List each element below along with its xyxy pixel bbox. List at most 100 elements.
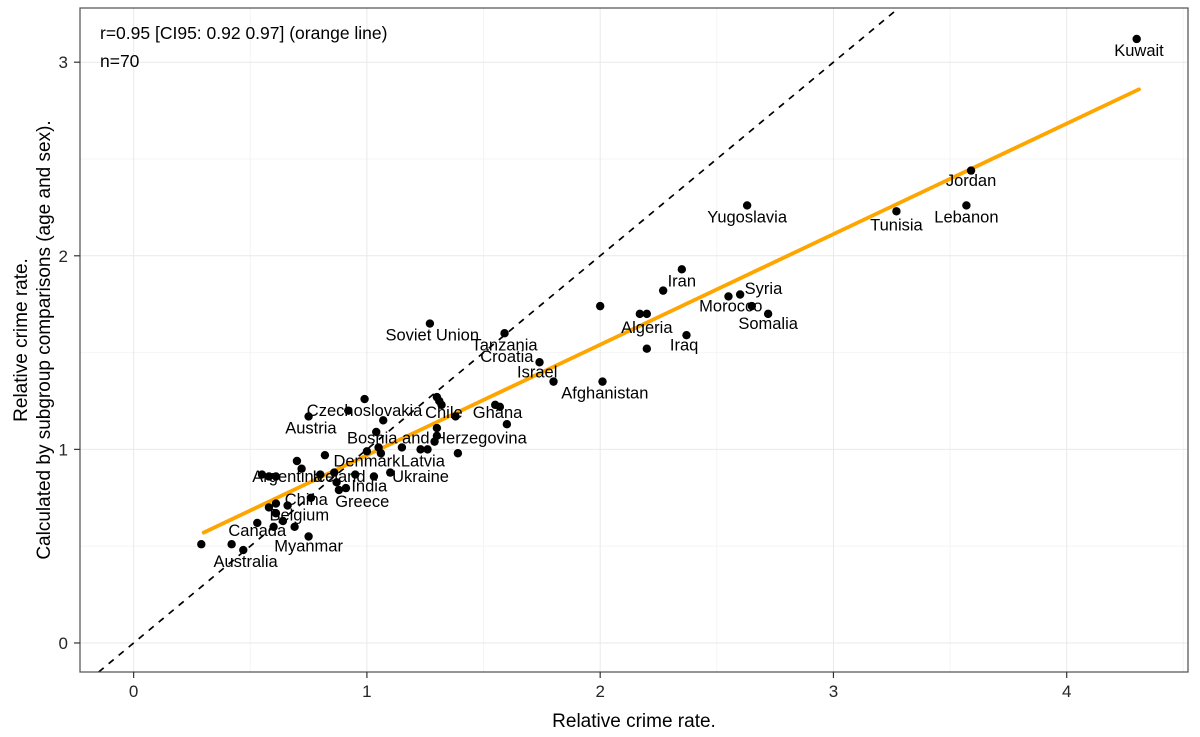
- x-tick-label: 4: [1062, 682, 1071, 701]
- data-point: [425, 319, 435, 328]
- data-point: [966, 166, 976, 175]
- country-label: Australia: [214, 553, 279, 571]
- y-tick-label: 0: [59, 634, 68, 653]
- country-label: Czechoslovakia: [307, 402, 423, 420]
- panel-background: [80, 8, 1188, 672]
- country-label: Kuwait: [1114, 42, 1164, 60]
- country-label: Chile: [425, 404, 463, 422]
- country-label: Latvia: [401, 452, 446, 470]
- y-axis-title-line1: Relative crime rate.: [11, 258, 32, 422]
- data-point: [253, 518, 262, 528]
- data-point: [535, 358, 544, 367]
- data-point: [892, 207, 901, 216]
- country-label: Iran: [668, 272, 696, 290]
- x-tick-label: 3: [829, 682, 838, 701]
- annotation-correlation: r=0.95 [CI95: 0.92 0.97] (orange line): [100, 23, 387, 43]
- data-point: [271, 509, 281, 518]
- y-axis-title-line2: Calculated by subgroup comparisons (age …: [34, 120, 55, 559]
- data-point: [306, 493, 316, 502]
- data-point: [304, 532, 313, 541]
- country-label: Afghanistan: [561, 385, 648, 403]
- data-point: [297, 464, 306, 473]
- data-point: [283, 501, 292, 510]
- data-point: [642, 309, 652, 319]
- data-point: [332, 478, 341, 487]
- regression-line: [201, 87, 1141, 535]
- x-tick-label: 0: [129, 682, 138, 701]
- country-label: Soviet Union: [385, 327, 479, 345]
- data-point: [269, 522, 278, 532]
- y-tick-label: 2: [59, 247, 68, 266]
- data-point: [379, 416, 388, 425]
- data-point: [430, 437, 439, 446]
- data-point: [344, 406, 353, 415]
- country-label: Iceland: [312, 468, 365, 486]
- country-label: Israel: [517, 363, 557, 381]
- data-point: [330, 468, 339, 477]
- country-label: Myanmar: [274, 538, 343, 556]
- data-point: [682, 330, 691, 340]
- data-point: [502, 420, 512, 429]
- data-point: [724, 292, 733, 301]
- country-label: Bosnia and Herzegovina: [347, 429, 528, 447]
- data-point: [197, 540, 206, 549]
- data-point: [595, 301, 605, 311]
- data-point: [257, 470, 267, 479]
- data-point: [386, 468, 395, 477]
- country-label: Argentina: [252, 468, 323, 486]
- country-label: Lebanon: [934, 209, 998, 227]
- country-label: Syria: [745, 280, 783, 298]
- country-label: Ghana: [473, 404, 523, 422]
- data-point: [278, 516, 288, 526]
- data-point: [763, 309, 773, 319]
- country-label: Ukraine: [392, 468, 449, 486]
- data-point: [451, 412, 460, 421]
- identity-line: [98, 8, 900, 672]
- data-point: [432, 423, 442, 433]
- country-label: Greece: [335, 493, 389, 511]
- country-label: Denmark: [333, 452, 401, 470]
- data-point: [747, 301, 756, 311]
- data-point: [320, 450, 330, 460]
- data-point: [227, 540, 236, 549]
- data-point: [304, 412, 313, 421]
- data-point: [372, 427, 381, 437]
- data-point: [290, 522, 299, 532]
- country-label: Tanzania: [472, 336, 539, 354]
- data-point: [271, 472, 281, 481]
- data-point: [742, 201, 752, 210]
- x-tick-label: 2: [595, 682, 604, 701]
- data-point: [677, 265, 687, 274]
- data-point: [549, 377, 558, 386]
- data-point: [341, 483, 351, 493]
- data-point: [437, 400, 446, 410]
- data-point: [362, 447, 372, 456]
- data-point: [642, 344, 652, 353]
- data-point: [292, 456, 302, 466]
- country-label: Austria: [285, 420, 337, 438]
- country-label: Belgium: [269, 507, 329, 525]
- data-point: [658, 286, 668, 295]
- data-point: [635, 309, 645, 319]
- country-label: Canada: [228, 522, 287, 540]
- data-point: [1132, 34, 1141, 44]
- panel-border: [79, 7, 1189, 673]
- data-point: [495, 402, 505, 411]
- country-label: India: [351, 478, 388, 496]
- x-tick-label: 1: [362, 682, 371, 701]
- data-point: [351, 470, 360, 479]
- data-point: [735, 290, 745, 299]
- data-point: [416, 445, 425, 454]
- annotation-n: n=70: [100, 51, 140, 71]
- country-label: Yugoslavia: [707, 209, 788, 227]
- data-point: [316, 470, 325, 479]
- data-point: [360, 394, 369, 404]
- data-point: [397, 443, 407, 452]
- country-label: Morocco: [699, 298, 762, 316]
- data-point: [598, 377, 607, 386]
- data-point: [453, 449, 463, 458]
- data-point: [423, 445, 432, 454]
- country-label: Algeria: [621, 319, 673, 337]
